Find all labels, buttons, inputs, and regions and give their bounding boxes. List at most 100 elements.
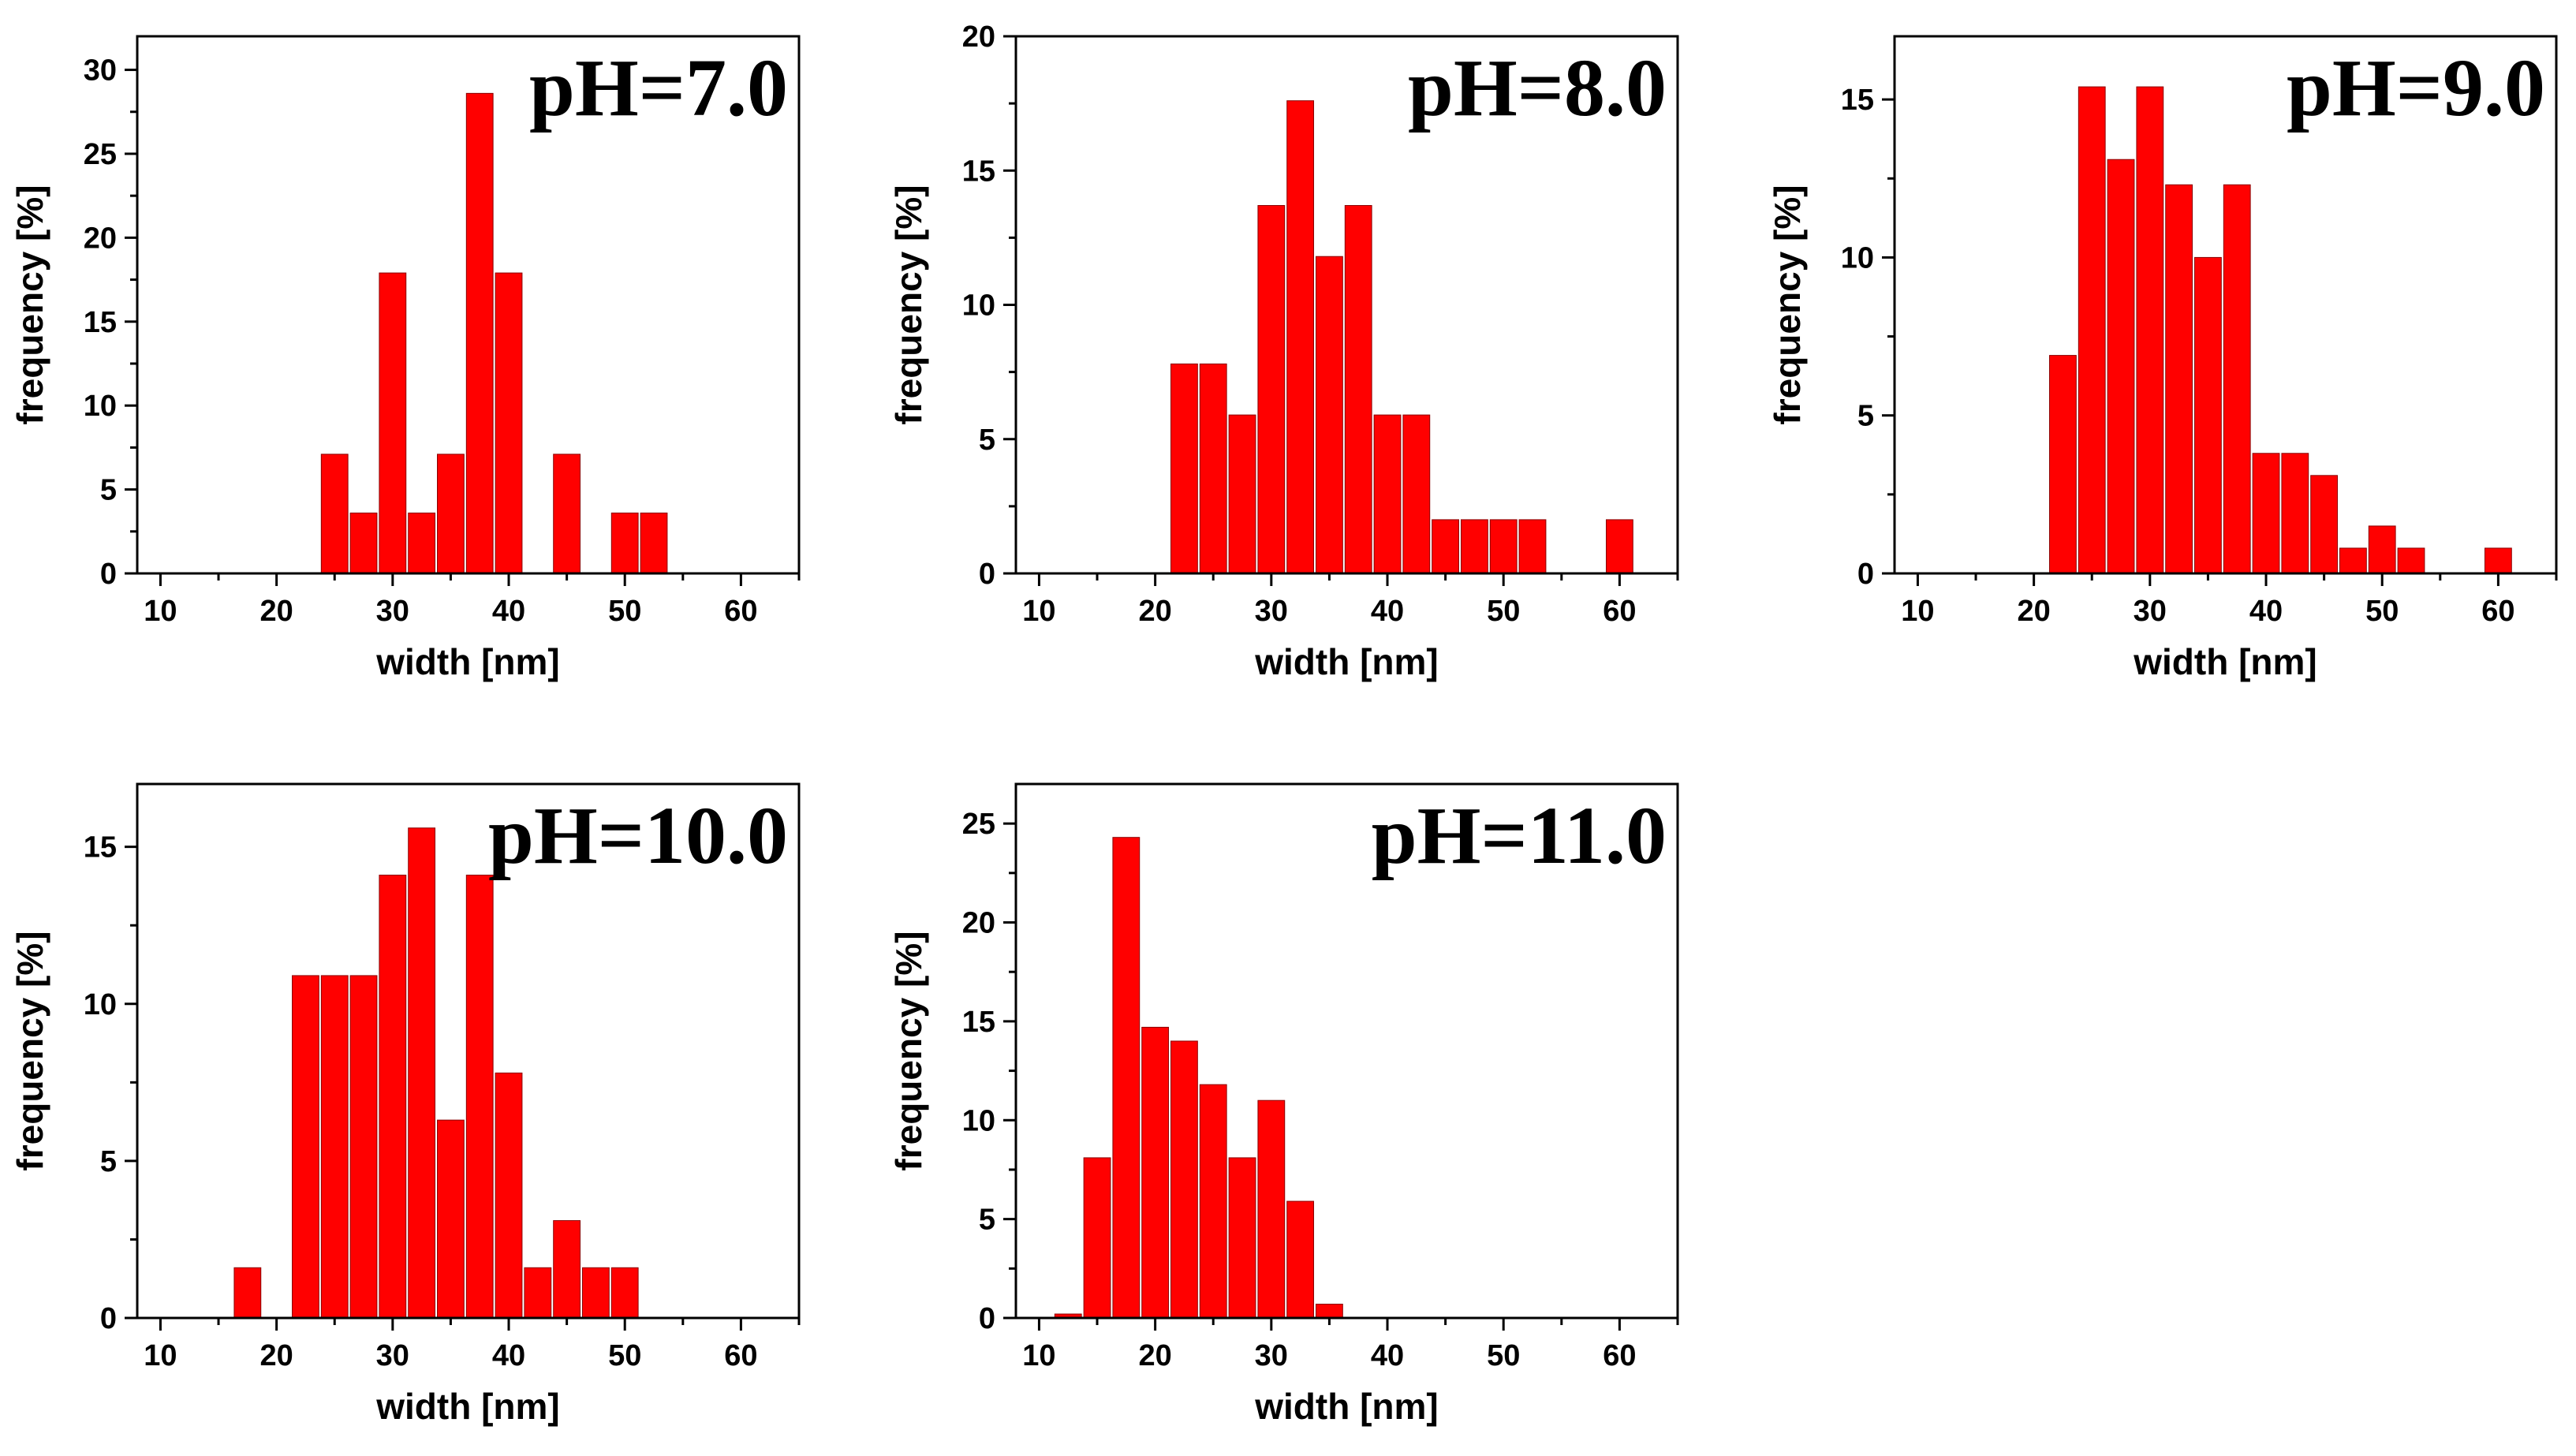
y-tick-label: 30 — [84, 54, 117, 88]
histogram-bar — [1228, 1157, 1256, 1319]
y-tick-label: 15 — [962, 1006, 995, 1039]
plot-frame — [136, 782, 801, 1320]
x-tick-label: 40 — [1371, 1339, 1404, 1372]
y-axis-title: frequency [%] — [9, 185, 50, 424]
x-tick-label: 30 — [2134, 595, 2167, 628]
y-tick-label: 0 — [979, 1302, 995, 1335]
histogram-bar — [379, 272, 407, 574]
y-tick-label: 10 — [962, 1104, 995, 1137]
y-tick-label: 10 — [962, 289, 995, 323]
x-tick-label: 10 — [1022, 595, 1055, 628]
histogram-bar — [1316, 256, 1343, 574]
histogram-bar — [1606, 519, 1633, 574]
y-axis-title: frequency [%] — [9, 931, 50, 1170]
histogram-bar — [495, 272, 523, 574]
y-tick-label: 0 — [979, 558, 995, 591]
x-tick-label: 20 — [1138, 1339, 1171, 1372]
y-tick-label: 25 — [962, 808, 995, 841]
x-tick-label: 60 — [724, 595, 757, 628]
x-tick-label: 20 — [2017, 595, 2050, 628]
y-tick-label: 5 — [100, 474, 117, 507]
y-tick-label: 15 — [962, 155, 995, 188]
y-tick-label: 15 — [84, 831, 117, 864]
plot-frame — [1014, 782, 1679, 1320]
histogram-bar — [292, 975, 319, 1319]
y-tick-label: 0 — [100, 558, 117, 591]
y-tick-label: 15 — [1841, 84, 1874, 117]
histogram-bar — [465, 874, 494, 1319]
x-tick-label: 10 — [144, 595, 177, 628]
histogram-bar — [1286, 1200, 1315, 1319]
x-tick-label: 50 — [2365, 595, 2399, 628]
x-tick-label: 20 — [259, 1339, 293, 1372]
histogram-bar — [2136, 86, 2164, 574]
chart-panel-3: 10 20 30 40 50 60 0 5 10 15 width [nm] frequency [%… — [1767, 35, 2558, 682]
histogram-bar — [1286, 100, 1315, 574]
plot-frame — [1893, 35, 2558, 575]
histogram-bar — [610, 1267, 639, 1319]
histogram-bar — [437, 454, 465, 574]
histogram-bar — [320, 454, 349, 574]
histogram-bar — [408, 512, 436, 574]
histogram-bar — [1344, 205, 1372, 574]
histogram-bar — [2339, 547, 2367, 574]
histogram-bar — [553, 454, 581, 574]
histogram-bar — [349, 512, 378, 574]
histogram-bar — [1432, 519, 1460, 574]
histogram-bar — [1402, 414, 1431, 574]
histogram-bar — [1170, 1040, 1198, 1319]
histogram-bar — [1170, 363, 1198, 574]
x-axis-title: width [nm] — [375, 641, 560, 682]
panel-title: pH=8.0 — [1408, 43, 1667, 133]
histogram-bar — [2223, 184, 2251, 574]
histogram-bar — [1461, 519, 1488, 574]
y-axis-title: frequency [%] — [888, 185, 929, 424]
y-tick-label: 5 — [1857, 400, 1874, 433]
chart-panel-4: 10 20 30 40 50 60 0 5 10 15 width [nm] frequency [%… — [9, 782, 801, 1427]
histogram-bar — [2078, 86, 2106, 574]
x-axis-title: width [nm] — [1254, 1386, 1439, 1427]
y-tick-label: 5 — [100, 1145, 117, 1178]
x-tick-label: 40 — [1371, 595, 1404, 628]
y-tick-label: 0 — [1857, 558, 1874, 591]
x-tick-label: 30 — [376, 595, 409, 628]
histogram-bar — [2049, 355, 2077, 574]
histogram-bar — [379, 874, 407, 1319]
y-tick-label: 25 — [84, 138, 117, 171]
histogram-bar — [1199, 363, 1227, 574]
y-tick-label: 10 — [1841, 241, 1874, 274]
x-tick-label: 20 — [259, 595, 293, 628]
histogram-bar — [524, 1267, 552, 1319]
histogram-bar — [465, 92, 494, 574]
histogram-bar — [1257, 1099, 1286, 1319]
histogram-bar — [582, 1267, 610, 1319]
y-tick-label: 10 — [84, 988, 117, 1021]
x-tick-label: 50 — [608, 595, 641, 628]
panel-title: pH=11.0 — [1372, 790, 1667, 881]
x-tick-label: 30 — [1255, 1339, 1288, 1372]
panel-title: pH=9.0 — [2287, 43, 2545, 133]
chart-panel-1: 10 20 30 40 50 60 0 5 10 15 20 25 30 width [nm] freque… — [9, 35, 801, 682]
y-axis-title: frequency [%] — [1767, 185, 1808, 424]
histogram-bar — [1316, 1303, 1343, 1319]
histogram-bar — [2252, 453, 2280, 574]
histogram-bar — [1199, 1084, 1227, 1319]
x-tick-label: 40 — [2249, 595, 2283, 628]
histogram-bar — [233, 1267, 262, 1319]
x-tick-label: 30 — [376, 1339, 409, 1372]
panel-title: pH=7.0 — [529, 43, 788, 133]
y-tick-label: 5 — [979, 424, 995, 457]
x-tick-label: 60 — [1603, 595, 1636, 628]
histogram-bar — [2165, 184, 2193, 574]
y-tick-label: 15 — [84, 306, 117, 339]
x-tick-label: 50 — [1487, 595, 1520, 628]
x-tick-label: 50 — [1487, 1339, 1520, 1372]
x-axis-title: width [nm] — [375, 1386, 560, 1427]
x-tick-label: 30 — [1255, 595, 1288, 628]
x-tick-label: 40 — [492, 1339, 525, 1372]
plot-frame — [136, 35, 801, 575]
x-tick-label: 10 — [1901, 595, 1934, 628]
histogram-bar — [2485, 547, 2512, 574]
chart-panel-5: 10 20 30 40 50 60 0 5 10 15 20 25 width [nm] frequenc… — [888, 782, 1679, 1427]
